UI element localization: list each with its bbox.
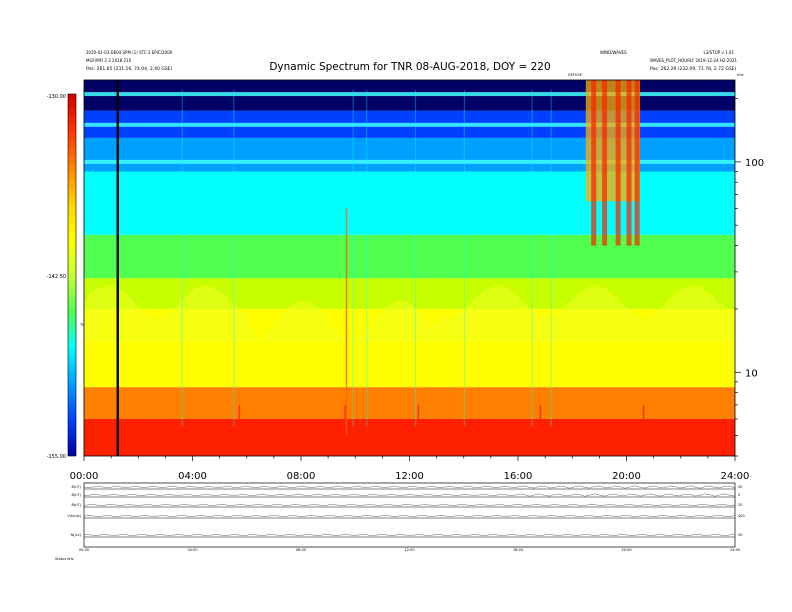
x-tick-label: 08:00	[287, 471, 316, 482]
lower-x-tick-label: 24:00	[730, 548, 740, 552]
y-tick-label: 10	[745, 368, 758, 379]
corner-unit-label: kHz	[737, 73, 744, 77]
lower-x-tick-label: 16:00	[513, 548, 523, 552]
burst-streak-4	[634, 80, 640, 246]
yellow-boundary	[84, 285, 735, 342]
event-line	[345, 208, 348, 436]
streak-0	[181, 90, 183, 426]
streak-6	[531, 90, 533, 426]
colorbar-label: TNR	[79, 323, 88, 327]
cyan-line-2	[84, 159, 735, 164]
lower-x-tick-label: 04:00	[187, 548, 197, 552]
x-tick-label: 12:00	[395, 471, 424, 482]
streak-2	[352, 90, 354, 426]
red-spike-3	[539, 404, 542, 456]
x-tick-label: 00:00	[70, 471, 99, 482]
cyan-line-0	[84, 92, 735, 97]
colorbar	[67, 93, 77, 457]
spectrogram-features	[84, 80, 735, 456]
lower-trace	[83, 493, 736, 497]
marker-line	[116, 80, 119, 456]
header-left-line-3: Pos: 261.65 (231.16, 74.04, 2.40 GSE)	[86, 66, 173, 72]
header-right-instrument: WIND/WAVES	[600, 50, 627, 55]
lower-left-label: B(nT)	[72, 485, 82, 489]
colorbar-tick-top: -130.00	[47, 94, 66, 100]
x-tick-label: 04:00	[178, 471, 207, 482]
burst-streak-2	[615, 80, 621, 246]
x-tick-label: 16:00	[504, 471, 533, 482]
lower-x-tick-label: 08:00	[296, 548, 306, 552]
cyan-line-1	[84, 122, 735, 127]
lower-left-label: B(nT)	[72, 493, 82, 497]
lower-right-label: 0	[738, 493, 740, 497]
streak-5	[463, 90, 465, 426]
chart-title: Dynamic Spectrum for TNR 08-AUG-2018, DO…	[269, 61, 550, 73]
band-0	[84, 418, 735, 456]
band-1	[84, 387, 735, 419]
header-right-position: Pos: 262.29 (232.09, 71.78, 2.72 GSE)	[650, 66, 737, 72]
burst-streak-3	[626, 80, 632, 246]
lower-x-tick-label: 00:00	[79, 548, 89, 552]
lower-panels: B(nT) 20 B(nT) 0 B(nT) 20 V(km/s) 400 N(/cc) 50 00…	[67, 482, 745, 552]
colorbar-tick-mid: -142.50	[47, 274, 66, 280]
frequency-axis: 10 100	[735, 98, 764, 457]
lower-right-label: 50	[738, 533, 742, 537]
lower-x-tick-label: 20:00	[621, 548, 631, 552]
marker-label: DEFUSE	[568, 73, 582, 77]
streak-1	[233, 90, 235, 426]
lower-left-label: N(/cc)	[71, 533, 82, 537]
lower-left-label: B(nT)	[72, 503, 82, 507]
lower-left-label: V(km/s)	[67, 514, 81, 518]
lower-footer: Status kHz	[55, 557, 74, 561]
lower-trace	[83, 485, 736, 489]
header-right-version: L3/STOP v 1.01	[704, 50, 735, 55]
time-axis: 00:00 04:00 08:00 12:00 16:00 20:00 24:00	[70, 456, 750, 482]
x-tick-label: 20:00	[612, 471, 641, 482]
lower-right-label: 20	[738, 485, 742, 489]
lower-trace	[83, 515, 736, 517]
y-tick-label: 100	[745, 158, 764, 169]
red-spike-0	[238, 404, 241, 456]
streak-7	[550, 90, 552, 426]
burst-streak-1	[602, 80, 608, 246]
lower-x-tick-label: 12:00	[404, 548, 414, 552]
header-left-line-1: 2020-01-03 DE04 SPM (1) STC 3 EPIC/2000	[86, 50, 173, 55]
lower-trace	[83, 504, 736, 506]
burst-streak-0	[591, 80, 597, 246]
lower-right-label: 400	[738, 514, 745, 518]
x-tick-label: 24:00	[721, 471, 750, 482]
lower-frame	[83, 482, 736, 548]
header-left-line-2: MGF/MFI 2 3 2018 210	[86, 58, 132, 63]
spectrogram	[84, 80, 735, 456]
colorbar-tick-bottom: -155.00	[47, 454, 66, 460]
red-spike-4	[642, 404, 645, 456]
red-spike-1	[344, 404, 346, 456]
header-right-plot-info: WAVES_PLOT_HOURLY 2019-12-24 H2:2021	[650, 58, 737, 63]
lower-right-label: 20	[738, 503, 742, 507]
lower-trace	[83, 534, 736, 536]
streak-3	[366, 90, 368, 426]
red-spike-2	[417, 404, 420, 456]
streak-4	[414, 90, 417, 426]
